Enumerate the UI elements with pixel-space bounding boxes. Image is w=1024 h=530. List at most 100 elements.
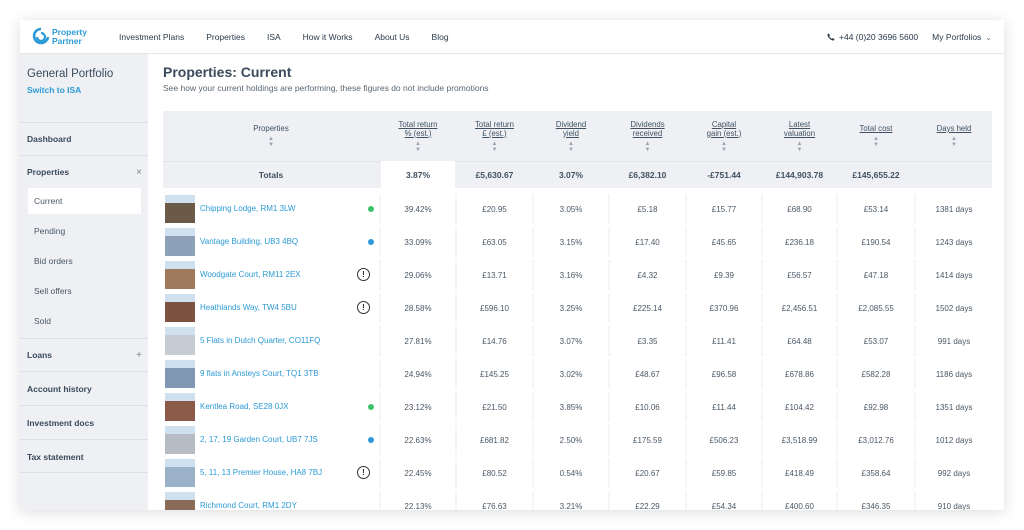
table-cell: £13.71 [457,260,532,290]
totals-value: £5,630.67 [475,169,514,180]
table-cell: 24.94% [381,359,455,389]
column-header[interactable]: Properties ▲ ▼ [163,111,379,161]
sort-icon[interactable]: ▲ ▼ [644,140,651,153]
property-name-link[interactable]: Woodgate Court, RM11 2EX [200,270,301,279]
column-header[interactable]: Dividends received ▲ ▼ [610,111,685,161]
column-header-label: valuation [783,128,816,138]
column-header-label: Total return [474,119,514,129]
warning-icon[interactable]: ! [357,466,370,479]
column-header-label: gain (est.) [706,128,742,138]
sidebar-subitem-current[interactable]: Current [28,188,141,214]
property-thumbnail[interactable] [165,261,195,289]
property-name-link[interactable]: Richmond Court, RM1 2DY [200,501,297,510]
sidebar-subitem-bid-orders[interactable]: Bid orders [34,256,73,266]
my-portfolios-dropdown[interactable]: My Portfolios ⌄ [932,32,992,42]
table-cell: 1502 days [916,293,992,323]
table-cell: £14.76 [457,326,532,356]
property-cell: Vantage Building, UB3 4BQ [163,227,379,257]
nav-blog[interactable]: Blog [431,32,449,42]
sidebar-item-tax-statement[interactable]: Tax statement [20,439,148,473]
sort-icon[interactable]: ▲ ▼ [796,140,803,153]
column-header-label: Total cost [859,124,893,133]
sidebar-item-investment-docs[interactable]: Investment docs [20,405,148,439]
sort-icon[interactable]: ▲ ▼ [491,140,498,153]
sidebar-item-properties[interactable]: Properties × [20,155,148,188]
property-thumbnail[interactable] [165,393,195,421]
property-name-link[interactable]: 5 Flats in Dutch Quarter, CO11FQ [200,336,321,345]
table-cell: £45.65 [687,227,761,257]
sort-icon[interactable]: ▲ ▼ [721,140,727,153]
table-row: Kentlea Road, SE28 0JX 23.12% £21.50 3.85% £… [163,392,992,425]
table-cell: £15.77 [687,194,761,224]
table-cell: 992 days [916,458,992,488]
column-header[interactable]: Total return% (est.) ▲ ▼ [381,111,455,161]
sort-icon[interactable]: ▲ ▼ [568,140,574,153]
table-cell: £20.95 [457,194,532,224]
top-navigation: Property Partner Investment Plans Proper… [20,20,1004,54]
property-partner-logo[interactable]: Property Partner [32,27,98,49]
table-cell: 910 days [916,491,992,510]
column-header-label: Dividends [630,119,665,129]
property-name-link[interactable]: Kentlea Road, SE28 0JX [200,402,289,411]
property-name-link[interactable]: 2, 17, 19 Garden Court, UB7 7JS [200,435,318,444]
column-header[interactable]: Total cost ▲ ▼ [838,111,914,161]
nav-properties[interactable]: Properties [206,32,245,42]
table-cell: 1186 days [916,359,992,389]
phone-link[interactable]: +44 (0)20 3696 5600 [827,32,918,42]
property-name-link[interactable]: Heathlands Way, TW4 5BU [200,303,297,312]
column-header[interactable]: Capital gain (est.) ▲ ▼ [687,111,761,161]
table-cell: £236.18 [763,227,836,257]
property-thumbnail[interactable] [165,360,195,388]
property-thumbnail[interactable] [165,327,195,355]
table-cell: £92.98 [838,392,914,422]
property-thumbnail[interactable] [165,228,195,256]
sidebar-subitem-sell-offers[interactable]: Sell offers [34,286,72,296]
property-thumbnail[interactable] [165,459,195,487]
sidebar-item-account-history[interactable]: Account history [20,371,148,405]
sidebar-item-loans[interactable]: Loans + [20,338,148,371]
table-cell: £56.57 [763,260,836,290]
table-cell: £346.35 [838,491,914,510]
table-cell: £175.59 [610,425,685,455]
property-name-link[interactable]: 9 flats in Ansteys Court, TQ1 3TB [200,369,319,378]
nav-investment-plans[interactable]: Investment Plans [119,32,185,42]
property-name-link[interactable]: 5, 11, 13 Premier House, HA8 7BJ [200,468,323,477]
switch-to-isa-link[interactable]: Switch to ISA [27,85,82,95]
sidebar-item-label: Properties [27,167,70,177]
property-name-link[interactable]: Vantage Building, UB3 4BQ [200,237,299,246]
sidebar-item-dashboard[interactable]: Dashboard [20,122,148,155]
table-cell: 3.02% [534,359,608,389]
warning-icon[interactable]: ! [357,301,370,314]
table-cell: £4.32 [610,260,685,290]
sort-icon[interactable]: ▲ ▼ [415,140,421,153]
table-cell: £9.39 [687,260,761,290]
sidebar-subitem-sold[interactable]: Sold [34,316,52,326]
table-row: 2, 17, 19 Garden Court, UB7 7JS 22.63% £68… [163,425,992,458]
property-thumbnail[interactable] [165,294,195,322]
portfolio-title: General Portfolio [27,68,114,80]
sidebar-subitem-pending[interactable]: Pending [34,226,66,236]
main-menu: Investment Plans Properties ISA How it W… [119,20,471,54]
table-cell: £54.34 [687,491,761,510]
sort-icon[interactable]: ▲ ▼ [951,136,957,148]
sort-icon[interactable]: ▲ ▼ [268,136,274,148]
property-name-link[interactable]: Chipping Lodge, RM1 3LW [200,204,296,213]
column-header[interactable]: Latest valuation ▲ ▼ [763,111,836,161]
collapse-icon[interactable]: × [136,167,142,178]
table-cell: £3,518.99 [763,425,836,455]
expand-icon[interactable]: + [136,350,142,361]
page-title: Properties: Current [163,64,292,80]
sort-icon[interactable]: ▲ ▼ [873,136,879,148]
nav-isa[interactable]: ISA [266,32,281,42]
table-cell: 28.58% [381,293,455,323]
table-cell: £76.63 [457,491,532,510]
column-header[interactable]: Days held ▲ ▼ [916,111,992,161]
column-header[interactable]: Dividend yield ▲ ▼ [534,111,608,161]
nav-about-us[interactable]: About Us [374,32,410,42]
column-header[interactable]: Total return £ (est.) ▲ ▼ [457,111,532,161]
property-thumbnail[interactable] [165,195,195,223]
property-thumbnail[interactable] [165,492,195,510]
warning-icon[interactable]: ! [357,268,370,281]
nav-how-it-works[interactable]: How it Works [302,32,353,42]
property-thumbnail[interactable] [165,426,195,454]
